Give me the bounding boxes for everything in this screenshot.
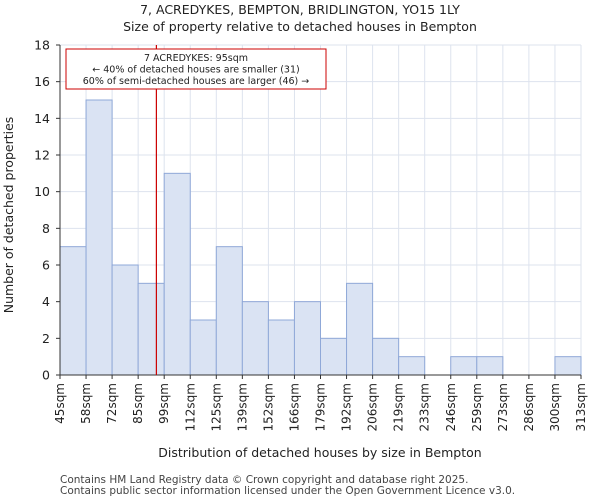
annotation-line2: ← 40% of detached houses are smaller (31…: [92, 65, 299, 76]
y-tick-label: 10: [34, 184, 50, 199]
y-tick-label: 12: [34, 148, 50, 163]
y-tick-label: 6: [42, 258, 50, 273]
x-tick-label: 273sqm: [496, 383, 510, 431]
bar: [476, 356, 504, 376]
x-tick-label: 313sqm: [574, 383, 588, 431]
bar: [85, 99, 113, 376]
x-tick-label: 206sqm: [366, 383, 380, 431]
y-tick-label: 0: [42, 368, 50, 383]
footer-copyright: Contains HM Land Registry data © Crown c…: [60, 474, 469, 486]
x-tick-label: 152sqm: [261, 383, 275, 431]
annotation-line3: 60% of semi-detached houses are larger (…: [83, 76, 310, 87]
x-tick-label: 219sqm: [392, 383, 406, 431]
y-tick-label: 16: [34, 74, 50, 89]
bar: [111, 264, 139, 376]
y-tick-label: 8: [42, 221, 50, 236]
chart-subtitle: Size of property relative to detached ho…: [123, 19, 477, 34]
x-tick-label: 72sqm: [105, 383, 119, 424]
bar: [398, 356, 426, 376]
y-tick-label: 18: [34, 38, 50, 53]
bar: [163, 172, 191, 376]
bar: [267, 319, 295, 376]
bar: [189, 319, 217, 376]
bar: [450, 356, 478, 376]
bar: [137, 282, 165, 376]
x-tick-label: 233sqm: [418, 383, 432, 431]
x-tick-label: 192sqm: [340, 383, 354, 431]
x-axis-label: Distribution of detached houses by size …: [158, 445, 481, 460]
x-tick-label: 166sqm: [287, 383, 301, 431]
x-tick-label: 286sqm: [522, 383, 536, 431]
y-tick-label: 4: [42, 294, 50, 309]
x-tick-label: 246sqm: [444, 383, 458, 431]
bar: [554, 356, 582, 376]
x-tick-label: 99sqm: [157, 383, 171, 424]
x-tick-label: 85sqm: [131, 383, 145, 424]
y-tick-label: 14: [34, 111, 50, 126]
chart-title: 7, ACREDYKES, BEMPTON, BRIDLINGTON, YO15…: [140, 2, 460, 17]
x-tick-label: 58sqm: [79, 383, 93, 424]
x-tick-label: 300sqm: [548, 383, 562, 431]
bar: [346, 282, 374, 376]
y-tick-label: 2: [42, 331, 50, 346]
x-tick-label: 112sqm: [183, 383, 197, 431]
bar: [215, 246, 243, 376]
bar: [372, 337, 400, 376]
bar: [293, 301, 322, 376]
annotation-line1: 7 ACREDYKES: 95sqm: [144, 53, 248, 64]
bar: [59, 246, 87, 376]
x-tick-label: 179sqm: [314, 383, 328, 431]
footer-licence: Contains public sector information licen…: [60, 485, 516, 497]
bar: [241, 301, 269, 376]
bar: [320, 337, 348, 376]
x-tick-label: 139sqm: [235, 383, 249, 431]
y-axis-label: Number of detached properties: [1, 117, 16, 314]
x-tick-label: 259sqm: [470, 383, 484, 431]
x-tick-label: 125sqm: [209, 383, 223, 431]
x-tick-label: 45sqm: [53, 383, 67, 424]
annotation-box: [65, 48, 327, 90]
